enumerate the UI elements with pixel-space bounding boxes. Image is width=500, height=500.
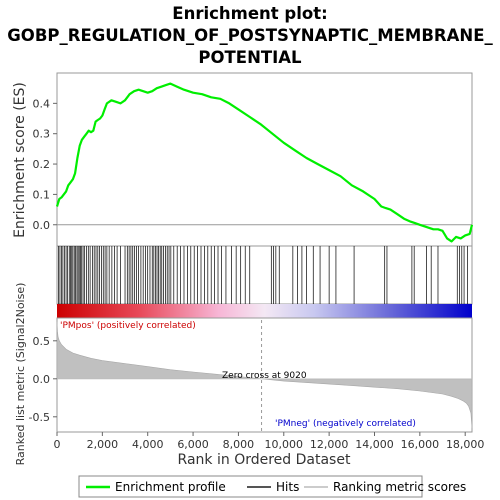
rank-colorbar xyxy=(57,304,472,318)
legend-label: Hits xyxy=(276,480,299,494)
metric-ytick-label: 0.0 xyxy=(33,373,51,386)
es-ylabel: Enrichment score (ES) xyxy=(12,82,28,238)
metric-ytick-label: -0.5 xyxy=(29,411,50,424)
legend-label: Ranking metric scores xyxy=(333,480,466,494)
ranking-metric-area xyxy=(56,321,473,429)
chart-title-line-3: POTENTIAL xyxy=(198,48,302,67)
es-panel: 0.0 0.1 0.2 0.3 0.4 Enrichment score (ES) xyxy=(12,72,474,247)
x-axis-label: Rank in Ordered Dataset xyxy=(178,452,351,468)
metric-ylabel: Ranked list metric (Signal2Noise) xyxy=(14,283,27,466)
pos-label: 'PMpos' (positively correlated) xyxy=(60,321,196,331)
x-tick-label: 6,000 xyxy=(177,438,209,451)
hits-panel xyxy=(56,245,473,305)
es-yticks: 0.0 0.1 0.2 0.3 0.4 xyxy=(33,97,57,232)
es-line-group xyxy=(55,82,474,243)
x-tick-label: 10,000 xyxy=(265,438,304,451)
x-tick-label: 0 xyxy=(54,438,61,451)
hits-group xyxy=(58,246,468,304)
chart-title-line-1: Enrichment plot: xyxy=(172,4,327,23)
x-axis: 0 2,000 4,000 6,000 8,000 10,000 12,000 14,000 1… xyxy=(54,432,485,451)
es-ytick-label: 0.2 xyxy=(33,158,51,171)
legend-label: Enrichment profile xyxy=(115,480,226,494)
es-ytick-label: 0.0 xyxy=(33,219,51,232)
legend: Enrichment profile Hits Ranking metric sco… xyxy=(78,475,466,498)
es-ytick-label: 0.3 xyxy=(33,128,51,141)
x-tick-label: 18,000 xyxy=(446,438,485,451)
legend-items: Enrichment profile Hits Ranking metric sco… xyxy=(86,480,466,494)
enrichment-profile-line xyxy=(55,82,474,243)
rank-colorbar-bar xyxy=(57,304,472,318)
chart-title-line-2: GOBP_REGULATION_OF_POSTSYNAPTIC_MEMBRANE… xyxy=(7,26,493,45)
metric-panel: 0.5 0.0 -0.5 'PMpos' (positively correlate… xyxy=(14,283,473,466)
zero-cross-label: Zero cross at 9020 xyxy=(222,371,307,381)
metric-area-group xyxy=(56,320,473,432)
metric-ytick-label: 0.5 xyxy=(33,335,51,348)
x-tick-label: 8,000 xyxy=(223,438,255,451)
es-ytick-label: 0.4 xyxy=(33,97,51,110)
hits-panel-frame xyxy=(56,245,473,305)
x-tick-label: 14,000 xyxy=(355,438,394,451)
metric-yticks: 0.5 0.0 -0.5 xyxy=(29,335,57,424)
x-tick-label: 16,000 xyxy=(401,438,440,451)
x-tick-label: 2,000 xyxy=(87,438,119,451)
neg-label: 'PMneg' (negatively correlated) xyxy=(275,419,416,429)
x-tick-label: 12,000 xyxy=(310,438,349,451)
x-tick-label: 4,000 xyxy=(132,438,164,451)
es-ytick-label: 0.1 xyxy=(33,188,51,201)
